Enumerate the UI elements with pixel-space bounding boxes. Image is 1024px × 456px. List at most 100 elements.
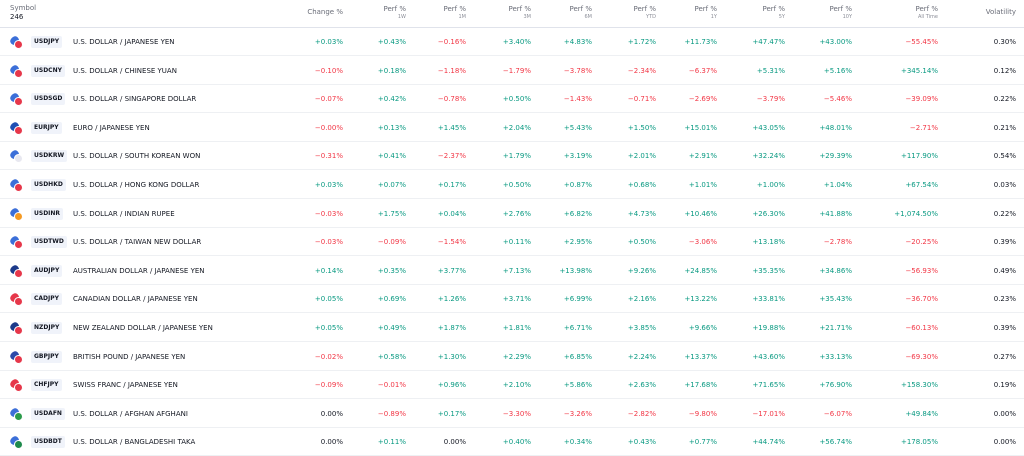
- symbol-column-header[interactable]: Symbol 246: [10, 4, 36, 22]
- perf-value-ytd: +0.68%: [627, 181, 656, 189]
- perf-value-1y: +11.73%: [684, 38, 717, 46]
- ticker-badge[interactable]: USDCNY: [31, 64, 65, 77]
- perf-value-10y: +48.01%: [819, 123, 852, 132]
- perf-value-1w: +0.07%: [377, 181, 406, 189]
- symbol-description: AUSTRALIAN DOLLAR / JAPANESE YEN: [73, 266, 205, 275]
- perf-value-1w: +0.42%: [377, 95, 406, 104]
- perf-value-6m: +2.95%: [563, 238, 592, 247]
- perf-value-1y: +9.66%: [688, 324, 717, 332]
- currency-pair-flag-icon: [10, 436, 23, 450]
- column-header-perf-1[interactable]: Perf % 1M: [406, 5, 467, 21]
- ticker-badge[interactable]: GBPJPY: [31, 350, 62, 363]
- perf-value-1w: −0.01%: [377, 381, 406, 390]
- perf-value-1m: −0.78%: [437, 95, 466, 104]
- change-value: −0.00%: [314, 123, 343, 132]
- symbol-count: 246: [10, 13, 24, 21]
- table-row[interactable]: EURJPY EURO / JAPANESE YEN −0.00% +0.13% +1.…: [0, 114, 1024, 142]
- ticker-badge[interactable]: USDINR: [31, 207, 64, 220]
- column-header-perf-7[interactable]: Perf % 10Y: [792, 5, 853, 21]
- volatility-value: 0.21%: [993, 123, 1016, 132]
- perf-header-label: Perf %: [443, 5, 467, 13]
- perf-value-5y: +43.60%: [752, 352, 785, 361]
- perf-value-5y: +1.00%: [756, 181, 785, 189]
- ticker-badge[interactable]: NZDJPY: [31, 322, 63, 334]
- column-header-perf-3[interactable]: Perf % 6M: [532, 5, 593, 21]
- column-header-perf-2[interactable]: Perf % 3M: [471, 5, 532, 21]
- table-row[interactable]: USDBDT U.S. DOLLAR / BANGLADESHI TAKA 0.00…: [0, 428, 1024, 456]
- volatility-value: 0.54%: [993, 152, 1016, 161]
- perf-value-ytd: +2.16%: [627, 295, 656, 304]
- perf-value-3m: −1.79%: [502, 66, 531, 75]
- table-row[interactable]: CHFJPY SWISS FRANC / JAPANESE YEN −0.09% −0…: [0, 371, 1024, 400]
- perf-value-3m: +2.76%: [502, 209, 531, 218]
- perf-value-1y: +15.01%: [684, 123, 717, 132]
- column-header-change[interactable]: Change %: [307, 8, 343, 16]
- table-row[interactable]: USDSGD U.S. DOLLAR / SINGAPORE DOLLAR −0.0…: [0, 85, 1024, 114]
- table-row[interactable]: USDINR U.S. DOLLAR / INDIAN RUPEE −0.03% +1…: [0, 200, 1024, 228]
- change-value: −0.03%: [314, 209, 343, 218]
- ticker-badge[interactable]: USDBDT: [31, 436, 65, 449]
- table-row[interactable]: GBPJPY BRITISH POUND / JAPANESE YEN −0.02%…: [0, 343, 1024, 371]
- ticker-badge[interactable]: USDKRW: [31, 150, 68, 163]
- ticker-badge[interactable]: EURJPY: [31, 121, 62, 134]
- currency-pair-flag-icon: [10, 293, 23, 307]
- perf-value-ytd: −2.82%: [627, 409, 656, 418]
- ticker-badge[interactable]: USDAFN: [31, 407, 65, 420]
- table-row[interactable]: USDCNY U.S. DOLLAR / CHINESE YUAN −0.10% +0…: [0, 57, 1024, 85]
- perf-value-all-time: +117.90%: [900, 152, 938, 161]
- perf-value-5y: +26.30%: [752, 209, 785, 218]
- ticker-badge[interactable]: USDHKD: [31, 179, 66, 191]
- ticker-badge[interactable]: CADJPY: [31, 293, 63, 306]
- ticker-badge[interactable]: USDSGD: [31, 93, 66, 106]
- perf-header-label: Perf %: [762, 5, 786, 13]
- table-row[interactable]: USDJPY U.S. DOLLAR / JAPANESE YEN +0.03% +0…: [0, 28, 1024, 56]
- perf-value-1w: +0.41%: [377, 152, 406, 161]
- perf-value-1m: +0.17%: [437, 181, 466, 189]
- perf-value-all-time: −56.93%: [905, 266, 938, 275]
- change-value: −0.07%: [314, 95, 343, 104]
- column-header-perf-5[interactable]: Perf % 1Y: [657, 5, 718, 21]
- volatility-value: 0.30%: [993, 38, 1016, 46]
- table-row[interactable]: USDAFN U.S. DOLLAR / AFGHAN AFGHANI 0.00% −…: [0, 400, 1024, 428]
- column-header-perf-6[interactable]: Perf % 5Y: [725, 5, 786, 21]
- perf-header-period: 3M: [523, 14, 532, 20]
- perf-value-5y: +32.24%: [752, 152, 785, 161]
- ticker-badge[interactable]: USDJPY: [31, 36, 63, 48]
- volatility-value: 0.39%: [993, 238, 1016, 247]
- perf-header-period: 6M: [584, 14, 593, 20]
- perf-value-all-time: −2.71%: [909, 123, 938, 132]
- currency-pair-flag-icon: [10, 350, 23, 364]
- ticker-badge[interactable]: USDTWD: [31, 236, 67, 249]
- column-header-perf-0[interactable]: Perf % 1W: [346, 5, 407, 21]
- table-row[interactable]: CADJPY CANADIAN DOLLAR / JAPANESE YEN +0.0…: [0, 285, 1024, 314]
- perf-value-1w: +0.18%: [377, 66, 406, 75]
- column-header-volatility[interactable]: Volatility: [985, 8, 1016, 16]
- perf-value-10y: −5.46%: [823, 95, 852, 104]
- column-header-perf-4[interactable]: Perf % YTD: [596, 5, 657, 21]
- ticker-badge[interactable]: AUDJPY: [31, 264, 63, 277]
- table-row[interactable]: USDHKD U.S. DOLLAR / HONG KONG DOLLAR +0.0…: [0, 171, 1024, 199]
- perf-value-6m: −3.26%: [563, 409, 592, 418]
- symbol-description: NEW ZEALAND DOLLAR / JAPANESE YEN: [73, 324, 213, 332]
- ticker-badge[interactable]: CHFJPY: [31, 379, 62, 392]
- perf-value-10y: −2.78%: [823, 238, 852, 247]
- table-row[interactable]: USDTWD U.S. DOLLAR / TAIWAN NEW DOLLAR −0.…: [0, 228, 1024, 257]
- table-row[interactable]: NZDJPY NEW ZEALAND DOLLAR / JAPANESE YEN +…: [0, 314, 1024, 342]
- perf-value-6m: +13.98%: [559, 266, 592, 275]
- column-header-perf-8[interactable]: Perf % All Time: [878, 5, 939, 21]
- perf-value-6m: +3.19%: [563, 152, 592, 161]
- perf-value-1y: −2.69%: [688, 95, 717, 104]
- perf-value-all-time: −39.09%: [905, 95, 938, 104]
- currency-pair-flag-icon: [10, 179, 23, 192]
- perf-header-period: 1Y: [710, 14, 717, 20]
- table-row[interactable]: USDKRW U.S. DOLLAR / SOUTH KOREAN WON −0.3…: [0, 142, 1024, 171]
- volatility-value: 0.49%: [993, 266, 1016, 275]
- perf-value-1y: +2.91%: [688, 152, 717, 161]
- symbol-description: U.S. DOLLAR / CHINESE YUAN: [73, 66, 177, 75]
- volatility-value: 0.12%: [993, 66, 1016, 75]
- perf-value-1w: −0.09%: [377, 238, 406, 247]
- perf-value-1m: +0.17%: [437, 409, 466, 418]
- table-row[interactable]: AUDJPY AUSTRALIAN DOLLAR / JAPANESE YEN +0…: [0, 257, 1024, 285]
- table-header: Symbol 246 Change % Perf % 1W Perf % 1M Perf …: [0, 0, 1024, 28]
- perf-header-label: Perf %: [694, 5, 718, 13]
